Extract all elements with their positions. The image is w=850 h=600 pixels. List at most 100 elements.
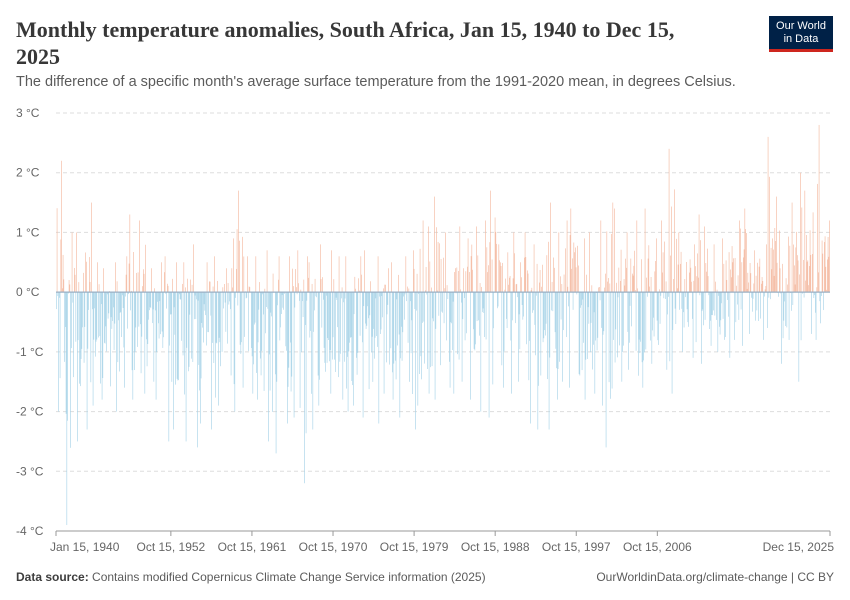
anomaly-bar [587,292,589,308]
anomaly-bar [85,252,86,293]
anomaly-bar [673,279,674,293]
anomaly-bar [620,249,622,293]
anomaly-bar [176,262,177,293]
anomaly-bar [307,256,308,293]
anomaly-bar [457,292,458,355]
anomaly-bar [68,292,69,294]
anomaly-bar [498,244,500,293]
anomaly-bar [337,292,338,328]
anomaly-bar [761,277,763,293]
anomaly-bar [416,292,417,311]
anomaly-bar [769,176,770,293]
anomaly-bar [443,257,444,293]
owid-logo[interactable]: Our World in Data [769,16,833,52]
anomaly-bar [215,292,217,343]
anomaly-bar [413,268,415,293]
anomaly-bar [184,292,185,395]
anomaly-bar [700,240,701,293]
anomaly-bar [76,232,77,293]
anomaly-bar [162,292,164,348]
anomaly-bar [690,267,692,293]
anomaly-bar [501,292,503,366]
anomaly-bar [668,148,670,293]
anomaly-bar [560,292,562,320]
anomaly-bar [384,284,386,293]
anomaly-bar [209,281,211,293]
anomaly-bar [775,241,776,293]
anomaly-bar [291,292,293,377]
anomaly-bar [451,292,452,324]
anomaly-bar [536,263,538,293]
anomaly-bar [560,276,561,293]
anomaly-bar [356,292,358,375]
anomaly-bar [130,292,131,311]
anomaly-bar [558,232,560,293]
anomaly-bar [406,292,407,302]
y-tick-label: -2 °C [16,405,44,419]
anomaly-bar [780,292,782,294]
anomaly-bar [505,278,506,293]
anomaly-bar [800,172,801,293]
anomaly-bar [540,292,542,376]
y-axis-tick-labels: 3 °C 2 °C 1 °C 0 °C -1 °C -2 °C -3 °C -4 °C [16,106,44,538]
anomaly-bar [671,206,672,293]
anomaly-bar [519,292,521,350]
anomaly-bar [480,292,482,412]
anomaly-bar [653,292,654,318]
anomaly-bar [98,284,100,293]
anomaly-bar [311,283,313,293]
anomaly-bar [87,292,89,349]
anomaly-bar [436,227,437,293]
anomaly-bar [554,292,556,333]
anomaly-bar [226,268,227,293]
anomaly-bar [219,292,221,343]
anomaly-bar [741,262,743,293]
anomaly-bar [263,292,264,315]
anomaly-bar [329,292,330,362]
anomaly-bar [197,292,199,301]
anomaly-bar [767,292,768,328]
anomaly-bar [485,292,487,340]
anomaly-bar [252,292,254,394]
anomaly-bar [304,292,305,484]
anomaly-bar [647,292,648,297]
anomaly-bar [416,273,418,293]
anomaly-bar [797,260,799,293]
anomaly-bar [499,260,500,293]
anomaly-bar [647,258,649,293]
anomaly-bar [176,292,178,379]
anomaly-bar [552,292,554,312]
anomaly-bar [689,272,690,293]
anomaly-bar [704,226,705,293]
anomaly-bar [59,292,61,379]
anomaly-bar [686,262,687,293]
anomaly-bar [650,292,651,341]
x-tick-label: Oct 15, 1997 [542,540,611,554]
anomaly-bar [122,292,123,296]
anomaly-bar [475,292,476,345]
anomaly-bar [412,292,413,395]
anomaly-bar [483,292,485,313]
anomaly-bar [591,285,593,293]
anomaly-bar [110,292,112,318]
anomaly-bar [565,248,566,293]
anomaly-bar [92,292,93,310]
anomaly-bar [266,292,267,307]
anomaly-bar [302,292,304,318]
anomaly-bar [816,287,818,293]
anomaly-bar [659,289,660,293]
anomaly-bar [143,269,144,293]
anomaly-bar [487,272,488,293]
x-tick-label: Oct 15, 1970 [299,540,368,554]
anomaly-bar [68,280,70,293]
anomaly-bar [515,284,517,293]
anomaly-bar [386,292,387,363]
anomaly-bar [783,292,785,321]
anomaly-bar [819,292,821,302]
anomaly-bar [754,250,755,293]
anomaly-bar [309,292,311,338]
anomaly-bar [447,292,449,300]
anomaly-bar [614,292,616,363]
anomaly-bar [350,292,351,338]
footer-link[interactable]: OurWorldinData.org/climate-change | CC B… [596,570,834,584]
